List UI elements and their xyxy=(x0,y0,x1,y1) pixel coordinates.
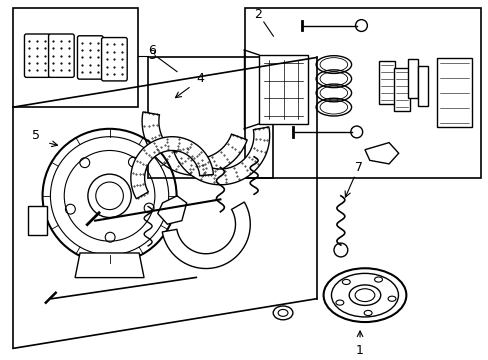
Bar xyxy=(244,8,480,178)
Polygon shape xyxy=(364,143,398,164)
Polygon shape xyxy=(158,196,186,224)
Polygon shape xyxy=(28,206,47,235)
Text: 1: 1 xyxy=(355,344,363,357)
Polygon shape xyxy=(142,112,247,176)
Polygon shape xyxy=(436,58,471,127)
FancyBboxPatch shape xyxy=(24,34,50,77)
Polygon shape xyxy=(75,253,144,278)
Bar xyxy=(148,58,273,178)
Text: 6: 6 xyxy=(148,44,156,57)
Text: 2: 2 xyxy=(254,8,262,21)
Polygon shape xyxy=(162,202,250,269)
FancyBboxPatch shape xyxy=(77,36,103,79)
FancyBboxPatch shape xyxy=(102,37,127,81)
Bar xyxy=(379,60,394,104)
Text: 7: 7 xyxy=(355,161,363,174)
Text: 4: 4 xyxy=(196,72,204,85)
Polygon shape xyxy=(259,55,307,124)
Bar xyxy=(407,59,417,98)
Bar xyxy=(13,8,138,107)
FancyBboxPatch shape xyxy=(48,34,74,77)
Bar xyxy=(417,66,427,105)
Bar xyxy=(393,68,409,111)
Text: 3: 3 xyxy=(148,49,156,62)
Text: 5: 5 xyxy=(32,129,41,142)
Polygon shape xyxy=(174,127,269,185)
Polygon shape xyxy=(131,137,213,199)
